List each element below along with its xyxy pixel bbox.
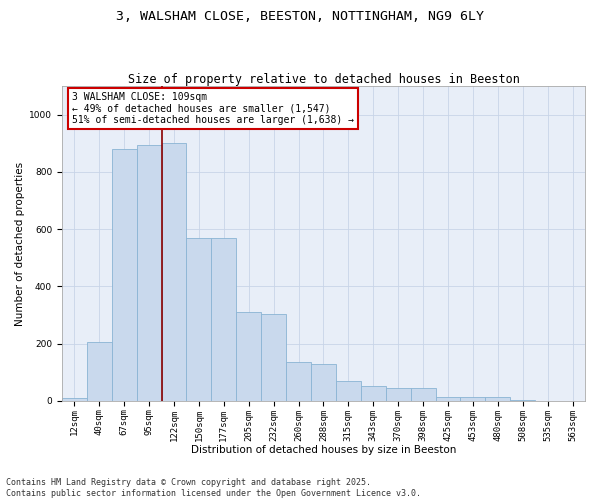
X-axis label: Distribution of detached houses by size in Beeston: Distribution of detached houses by size … <box>191 445 456 455</box>
Bar <box>436 396 460 401</box>
Text: Contains HM Land Registry data © Crown copyright and database right 2025.
Contai: Contains HM Land Registry data © Crown c… <box>6 478 421 498</box>
Text: 3 WALSHAM CLOSE: 109sqm
← 49% of detached houses are smaller (1,547)
51% of semi: 3 WALSHAM CLOSE: 109sqm ← 49% of detache… <box>73 92 355 126</box>
Y-axis label: Number of detached properties: Number of detached properties <box>15 162 25 326</box>
Bar <box>510 400 535 401</box>
Bar <box>137 144 161 401</box>
Text: 3, WALSHAM CLOSE, BEESTON, NOTTINGHAM, NG9 6LY: 3, WALSHAM CLOSE, BEESTON, NOTTINGHAM, N… <box>116 10 484 23</box>
Bar <box>62 398 87 401</box>
Bar <box>112 149 137 401</box>
Bar <box>236 312 261 401</box>
Bar <box>187 238 211 401</box>
Bar <box>336 382 361 401</box>
Bar <box>311 364 336 401</box>
Bar <box>361 386 386 401</box>
Bar <box>286 362 311 401</box>
Bar <box>261 314 286 401</box>
Bar <box>410 388 436 401</box>
Bar <box>211 238 236 401</box>
Bar <box>87 342 112 401</box>
Bar <box>460 397 485 401</box>
Bar <box>161 144 187 401</box>
Title: Size of property relative to detached houses in Beeston: Size of property relative to detached ho… <box>128 73 520 86</box>
Bar <box>485 397 510 401</box>
Bar <box>386 388 410 401</box>
